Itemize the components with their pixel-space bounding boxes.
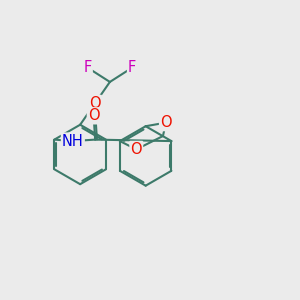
Text: O: O xyxy=(130,142,142,157)
Text: F: F xyxy=(83,60,92,75)
Text: O: O xyxy=(88,108,100,123)
Text: O: O xyxy=(89,96,101,111)
Text: F: F xyxy=(128,60,136,75)
Text: O: O xyxy=(160,115,172,130)
Text: NH: NH xyxy=(62,134,84,148)
